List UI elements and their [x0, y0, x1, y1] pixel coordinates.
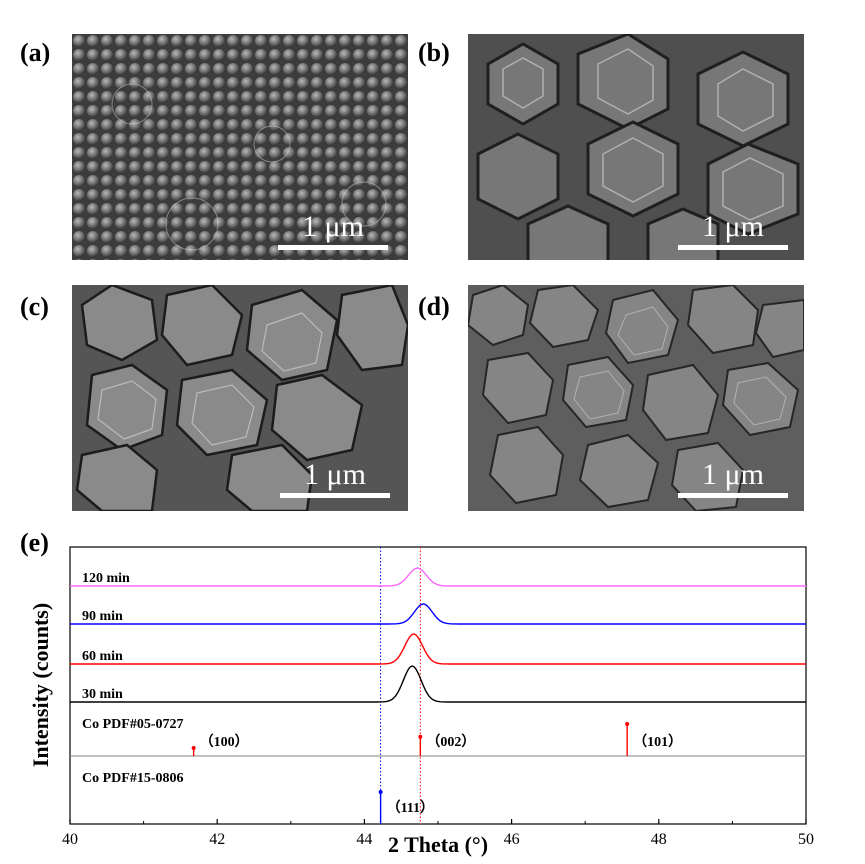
scale-label-c: 1 μm	[304, 458, 366, 491]
scale-label-d: 1 μm	[702, 458, 764, 491]
sem-texture-c	[72, 285, 408, 511]
scale-bar-a	[278, 245, 388, 250]
reference-peak-marker-0-2	[625, 722, 630, 726]
panel-label-a: (a)	[20, 38, 51, 67]
panel-label-b: (b)	[418, 38, 450, 67]
scale-label-a: 1 μm	[302, 210, 364, 243]
reference-peak-label-0-2: （101）	[633, 734, 682, 750]
sem-texture-a	[72, 34, 408, 260]
reference-name-0: Co PDF#05-0727	[82, 717, 184, 732]
panel-label-c: (c)	[20, 292, 49, 321]
reference-peak-marker-0-1	[418, 734, 423, 739]
sem-texture-d	[468, 285, 804, 511]
reference-peak-label-0-0: （100）	[200, 734, 249, 750]
scale-bar-b	[678, 245, 788, 250]
x-tick-label-5: 50	[798, 831, 814, 848]
x-axis-label: 2 Theta (°)	[388, 832, 488, 857]
series-curve-1	[70, 603, 806, 625]
scale-bar-d	[678, 493, 788, 498]
reference-peak-label-1-0: （111）	[387, 800, 434, 816]
series-curve-0	[70, 567, 806, 587]
panel-label-d: (d)	[418, 292, 450, 321]
x-tick-label-2: 44	[356, 831, 372, 848]
panel-label-e: (e)	[20, 528, 49, 557]
series-label-3: 30 min	[82, 687, 123, 702]
sem-image-d	[468, 285, 804, 511]
sem-image-a	[72, 34, 408, 260]
sem-image-c	[72, 285, 408, 511]
reference-name-1: Co PDF#15-0806	[82, 771, 184, 786]
reference-peak-marker-0-0	[191, 746, 196, 750]
series-label-1: 90 min	[82, 609, 123, 624]
series-label-2: 60 min	[82, 649, 123, 664]
reference-peak-label-0-1: （002）	[426, 734, 475, 750]
x-tick-label-3: 46	[504, 831, 520, 848]
x-tick-label-4: 48	[651, 831, 667, 848]
series-curve-3	[70, 665, 806, 703]
x-tick-label-1: 42	[209, 831, 225, 848]
scale-bar-c	[280, 493, 390, 498]
series-label-0: 120 min	[82, 571, 130, 586]
xrd-chart: 120 min 90 min 60 min 30 min Co PDF#05-0727…	[28, 546, 814, 857]
y-axis-label: Intensity (counts)	[28, 603, 53, 767]
series-curve-2	[70, 633, 806, 665]
x-tick-label-0: 40	[62, 831, 78, 848]
scale-label-b: 1 μm	[702, 210, 764, 243]
sem-image-b	[468, 34, 804, 260]
reference-peak-marker-1-0	[378, 790, 383, 794]
sem-texture-b	[468, 34, 804, 260]
